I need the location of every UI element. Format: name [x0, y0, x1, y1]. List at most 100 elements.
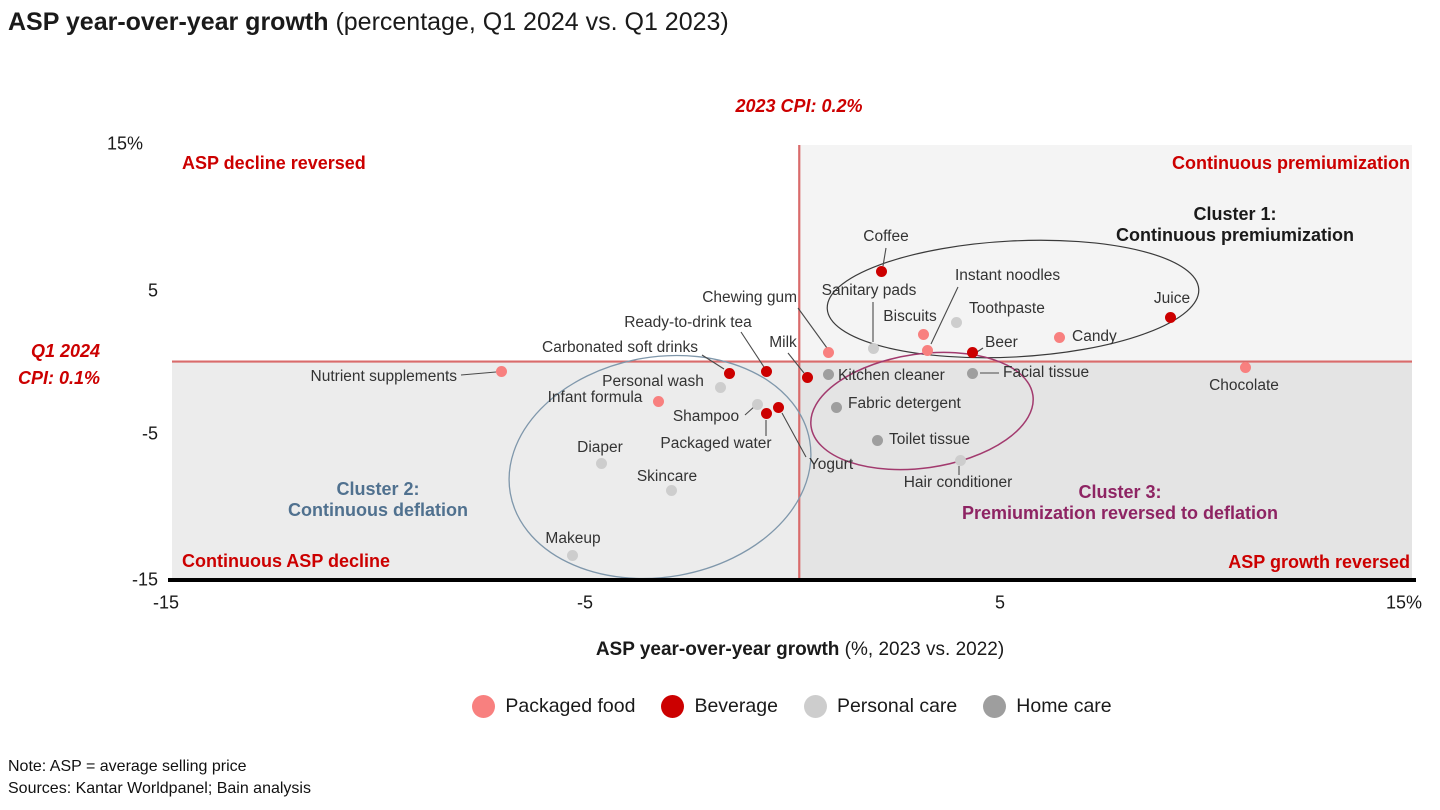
x-tick--5: -5	[576, 592, 594, 613]
point-coffee	[876, 265, 888, 277]
y-tick--5: -5	[141, 423, 158, 444]
point-label-sanitary-pads: Sanitary pads	[821, 282, 917, 299]
point-label-toothpaste: Toothpaste	[969, 300, 1045, 317]
x-tick--15: -15	[152, 592, 180, 613]
chart-title-sub: (percentage, Q1 2024 vs. Q1 2023)	[328, 8, 729, 36]
point-hair-conditioner	[954, 454, 966, 466]
point-kitchen-cleaner	[822, 368, 834, 380]
point-label-yogurt: Yogurt	[808, 456, 854, 473]
point-yogurt	[773, 401, 785, 413]
cpi-q1-2024-line2: CPI: 0.1%	[17, 368, 100, 388]
point-instant-noodles	[921, 344, 933, 356]
point-label-milk: Milk	[769, 334, 797, 351]
quadrant-label-bottom-left: Continuous ASP decline	[182, 551, 391, 571]
point-packaged-water	[760, 407, 772, 419]
x-tick-5: 5	[994, 592, 1006, 613]
legend-label-packaged-food: Packaged food	[505, 695, 636, 717]
quadrant-label-bottom-right: ASP growth reversed	[1228, 552, 1410, 572]
cluster-2-ellipse	[508, 354, 812, 580]
cluster-3-label-line1: Cluster 3:	[1078, 482, 1162, 502]
point-label-coffee: Coffee	[863, 228, 909, 245]
legend-dot-personal-care	[803, 695, 827, 718]
cluster-1-label-line1: Cluster 1:	[1193, 204, 1277, 224]
y-tick--15: -15	[131, 569, 158, 590]
legend-item-personal-care: Personal care	[803, 695, 958, 718]
cluster-1-label-line2: Continuous premiumization	[1116, 225, 1354, 245]
cpi-q1-2024-line1: Q1 2024	[30, 341, 100, 361]
point-makeup	[566, 549, 578, 561]
x-axis-title: ASP year-over-year growth (%, 2023 vs. 2…	[596, 639, 1004, 661]
point-label-facial-tissue: Facial tissue	[1003, 364, 1090, 381]
x-axis-title-bold: ASP year-over-year growth	[595, 639, 840, 660]
cpi-2023-annotation: 2023 CPI: 0.2%	[735, 96, 863, 116]
point-label-chocolate: Chocolate	[1209, 377, 1279, 394]
legend-label-personal-care: Personal care	[836, 695, 958, 717]
callout-chewing-gum	[797, 307, 828, 349]
point-label-carbonated-soft-drinks: Carbonated soft drinks	[542, 339, 698, 356]
point-sanitary-pads	[868, 343, 880, 355]
point-label-beer: Beer	[985, 334, 1018, 351]
legend-label-beverage: Beverage	[694, 695, 778, 717]
point-label-toilet-tissue: Toilet tissue	[889, 431, 970, 448]
note-line: Note: ASP = average selling price	[8, 758, 247, 775]
point-label-instant-noodles: Instant noodles	[955, 267, 1061, 284]
point-label-ready-to-drink-tea: Ready-to-drink tea	[624, 314, 752, 331]
cluster-2-label-line1: Cluster 2:	[336, 479, 420, 499]
point-label-diaper: Diaper	[577, 439, 623, 456]
legend-item-beverage: Beverage	[661, 695, 778, 718]
legend-label-home-care: Home care	[1016, 695, 1112, 717]
point-ready-to-drink-tea	[760, 366, 772, 378]
quadrant-label-top-right: Continuous premiumization	[1172, 153, 1410, 173]
legend-dot-packaged-food	[472, 695, 496, 718]
point-toilet-tissue	[872, 434, 884, 446]
point-nutrient-supplements	[496, 366, 508, 378]
callout-instant-noodles	[930, 286, 959, 345]
legend-item-packaged-food: Packaged food	[472, 695, 635, 718]
cluster-3-label-line2: Premiumization reversed to deflation	[961, 503, 1279, 523]
point-label-shampoo: Shampoo	[672, 408, 740, 425]
cpi-q1-2024-annotation: Q1 2024 CPI: 0.1%	[0, 338, 100, 392]
point-label-fabric-detergent: Fabric detergent	[848, 395, 961, 412]
x-axis-title-rest: (%, 2023 vs. 2022)	[839, 639, 1005, 660]
point-infant-formula	[653, 396, 665, 408]
sources-line: Sources: Kantar Worldpanel; Bain analysi…	[8, 779, 311, 797]
callout-nutrient-supplements	[460, 371, 497, 376]
plot-area: Coffee Sanitary pads Biscuits Instant noodl…	[168, 145, 1416, 582]
legend: Packaged food Beverage Personal care Home c…	[172, 695, 1412, 718]
cluster-3-ellipse	[810, 351, 1034, 471]
point-diaper	[595, 457, 607, 469]
point-biscuits	[917, 328, 929, 340]
point-shampoo	[752, 399, 764, 411]
point-skincare	[665, 485, 677, 497]
cluster-2-label: Cluster 2: Continuous deflation	[288, 479, 468, 521]
callout-ready-to-drink-tea	[740, 331, 765, 368]
point-carbonated-soft-drinks	[723, 367, 735, 379]
callout-carbonated-soft-drinks	[701, 354, 725, 370]
quadrant-top-left	[172, 145, 799, 362]
point-chewing-gum	[822, 347, 834, 359]
point-label-chewing-gum: Chewing gum	[702, 289, 797, 306]
point-milk	[802, 371, 814, 383]
cluster-1-label: Cluster 1: Continuous premiumization	[1116, 204, 1354, 246]
chart-overlay-lines	[172, 145, 1412, 580]
point-label-makeup: Makeup	[545, 530, 601, 547]
quadrant-bottom-right	[799, 362, 1412, 580]
point-label-infant-formula: Infant formula	[547, 389, 643, 406]
callout-yogurt	[781, 412, 807, 458]
point-facial-tissue	[967, 367, 979, 379]
point-candy	[1053, 331, 1065, 343]
point-label-kitchen-cleaner: Kitchen cleaner	[838, 367, 945, 384]
point-label-nutrient-supplements: Nutrient supplements	[310, 368, 457, 385]
point-label-packaged-water: Packaged water	[660, 435, 772, 452]
point-juice	[1165, 311, 1177, 323]
point-label-biscuits: Biscuits	[883, 308, 937, 325]
point-personal-wash	[715, 381, 727, 393]
point-chocolate	[1239, 361, 1251, 373]
quadrant-label-top-left: ASP decline reversed	[182, 153, 366, 173]
legend-item-home-care: Home care	[983, 695, 1112, 718]
point-label-personal-wash: Personal wash	[602, 373, 704, 390]
quadrant-top-right	[799, 145, 1412, 362]
cluster-3-label: Cluster 3: Premiumization reversed to de…	[962, 482, 1278, 524]
point-label-candy: Candy	[1072, 328, 1117, 345]
